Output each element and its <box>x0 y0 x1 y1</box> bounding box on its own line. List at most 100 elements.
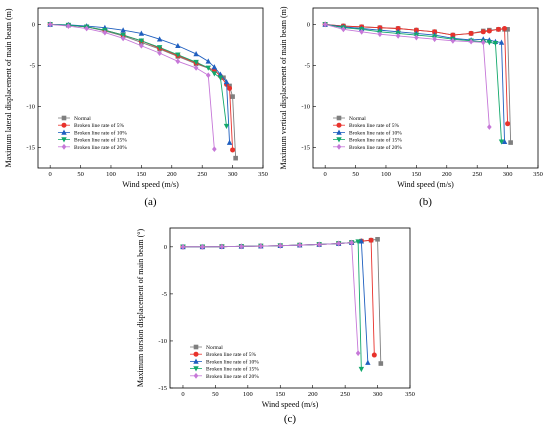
data-point <box>492 40 499 47</box>
x-tick-label: 100 <box>106 171 116 178</box>
data-point <box>223 78 230 85</box>
legend-marker <box>193 358 199 364</box>
y-tick-label: -15 <box>301 145 310 152</box>
data-point <box>230 94 235 99</box>
data-point <box>211 64 218 70</box>
legend-marker <box>61 137 67 143</box>
legend-marker <box>61 115 67 121</box>
legend-entry: Broken line rate of 10% <box>74 129 127 136</box>
data-point <box>349 239 354 246</box>
y-axis-label: Maximum vertical displacement of main be… <box>279 6 288 169</box>
data-point <box>66 23 71 29</box>
series-4 <box>180 239 361 357</box>
data-point <box>175 42 181 49</box>
data-point <box>495 26 501 32</box>
legend-entry: Broken line rate of 20% <box>206 373 259 380</box>
data-point <box>371 352 377 358</box>
x-tick-label: 250 <box>472 171 482 178</box>
x-tick-label: 0 <box>181 391 184 398</box>
data-point <box>486 40 493 46</box>
plot-frame <box>312 7 539 169</box>
series-line <box>182 242 359 354</box>
panel-caption: (b) <box>419 196 432 208</box>
data-point <box>156 36 163 42</box>
data-point <box>230 147 236 153</box>
data-point <box>395 26 401 32</box>
data-point <box>468 38 474 45</box>
legend-marker <box>61 129 67 135</box>
data-point <box>336 240 341 247</box>
y-tick-label: -5 <box>305 63 310 70</box>
x-tick-label: 300 <box>228 171 238 178</box>
data-point <box>395 32 401 39</box>
data-point <box>223 123 230 130</box>
data-point <box>205 72 211 79</box>
x-tick-label: 0 <box>324 171 327 178</box>
y-tick-label: -15 <box>26 145 35 152</box>
x-axis-label: Wind speed (m/s) <box>122 180 179 189</box>
data-point <box>505 121 511 127</box>
legend-entry: Normal <box>349 116 366 122</box>
data-point <box>316 241 322 248</box>
series-4 <box>47 21 217 153</box>
data-point <box>498 139 505 145</box>
data-point <box>450 37 456 44</box>
y-tick-label: -10 <box>26 104 35 111</box>
data-point <box>138 38 145 44</box>
data-point <box>468 30 474 36</box>
x-tick-label: 200 <box>167 171 177 178</box>
legend-marker <box>336 137 342 143</box>
data-point <box>138 30 145 36</box>
data-point <box>432 29 438 35</box>
panel-caption: (c) <box>284 413 297 425</box>
x-tick-label: 350 <box>533 171 543 178</box>
x-axis-label: Wind speed (m/s) <box>262 400 319 409</box>
legend-entry: Broken line rate of 10% <box>206 358 259 365</box>
chart-a: 0 50 100 150 200 250 300 350 -15 -10 -5 0 Wind speed… <box>4 7 268 208</box>
series-1 <box>180 237 377 358</box>
x-tick-label: 0 <box>49 171 52 178</box>
legend-entry: Broken line rate of 15% <box>74 137 127 144</box>
data-point <box>205 65 211 71</box>
x-tick-label: 350 <box>405 391 415 398</box>
y-tick-label: 0 <box>307 22 310 29</box>
data-point <box>355 350 361 357</box>
data-point <box>358 366 365 373</box>
x-tick-label: 100 <box>381 171 391 178</box>
x-tick-label: 200 <box>308 391 318 398</box>
legend-entry: Broken line rate of 5% <box>206 351 257 358</box>
data-point <box>226 139 233 145</box>
legend-marker <box>336 115 342 121</box>
legend-marker <box>193 372 199 379</box>
legend-marker <box>193 351 199 357</box>
data-point <box>193 51 199 57</box>
series-line <box>50 23 227 127</box>
series-3 <box>47 22 230 130</box>
x-tick-label: 50 <box>212 391 219 398</box>
x-tick-label: 200 <box>442 171 452 178</box>
series-1 <box>322 21 511 127</box>
panel-caption: (a) <box>144 196 157 208</box>
data-point <box>365 359 371 365</box>
data-point <box>368 237 374 243</box>
data-point <box>486 28 492 34</box>
x-tick-label: 300 <box>503 171 513 178</box>
x-tick-label: 150 <box>412 171 422 178</box>
data-point <box>358 238 365 244</box>
chart-c: 0 50 100 150 200 250 300 350 -15 -10 -5 0 Wind speed… <box>136 227 415 425</box>
y-tick-label: -5 <box>162 291 167 298</box>
legend-marker <box>193 344 199 350</box>
y-tick-label: 0 <box>164 244 167 251</box>
data-point <box>258 243 264 249</box>
x-tick-label: 50 <box>352 171 359 178</box>
legend-marker <box>61 122 67 128</box>
legend-marker <box>336 122 342 128</box>
data-point <box>413 27 419 33</box>
data-point <box>102 29 108 36</box>
data-point <box>450 32 456 38</box>
x-tick-label: 350 <box>258 171 268 178</box>
data-point <box>120 32 126 38</box>
legend-entry: Normal <box>206 345 223 351</box>
